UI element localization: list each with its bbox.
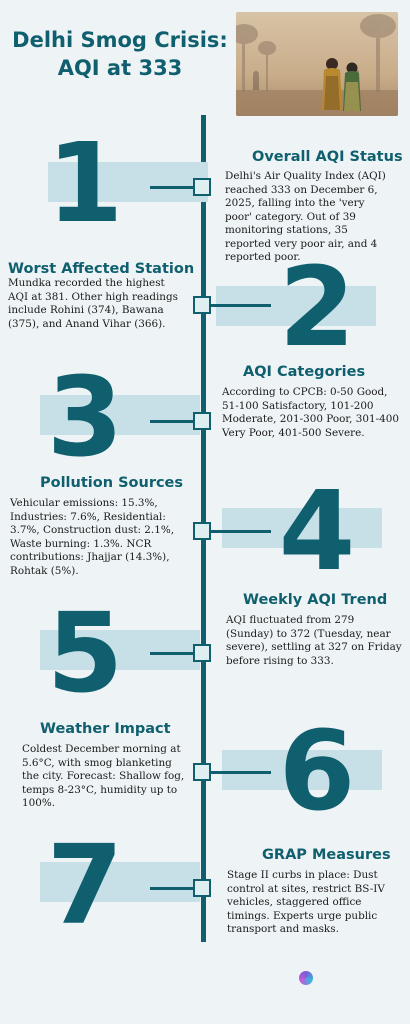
section-number-4: 4 (278, 467, 356, 595)
section-number-3: 3 (46, 353, 124, 481)
connector-1 (150, 186, 195, 189)
section-number-6: 6 (278, 707, 356, 835)
connector-2 (211, 304, 271, 307)
connector-3 (150, 420, 195, 423)
smog-photo-illustration (236, 12, 398, 116)
section-title-7: GRAP Measures (262, 847, 391, 863)
section-body-3: According to CPCB: 0-50 Good, 51-100 Sat… (222, 386, 399, 439)
smog-street-photo (236, 12, 398, 116)
section-title-4: Pollution Sources (40, 475, 184, 491)
timeline-node-1 (193, 178, 211, 196)
timeline-node-2 (193, 296, 211, 314)
section-title-6: Weather Impact (40, 721, 171, 737)
number-band-4 (222, 508, 382, 548)
section-body-6: Coldest December morning at 5.6°C, with … (22, 743, 185, 809)
section-title-3: AQI Categories (243, 364, 366, 380)
section-body-4: Vehicular emissions: 15.3%, Industries: … (10, 497, 174, 577)
section-title-2: Worst Affected Station (8, 261, 195, 277)
timeline-node-7 (193, 879, 211, 897)
section-number-2: 2 (278, 243, 356, 371)
connector-6 (211, 771, 271, 774)
section-body-2: Mundka recorded the highest AQI at 381. … (8, 277, 178, 330)
connector-7 (150, 887, 195, 890)
number-band-5 (40, 630, 200, 670)
timeline-node-3 (193, 412, 211, 430)
timeline-node-4 (193, 522, 211, 540)
connector-5 (150, 652, 195, 655)
section-number-1: 1 (46, 119, 124, 247)
section-number-5: 5 (46, 589, 124, 717)
connector-4 (211, 530, 271, 533)
section-number-7: 7 (46, 821, 124, 949)
timeline-node-6 (193, 763, 211, 781)
timeline-node-5 (193, 644, 211, 662)
logo-mark-icon (299, 971, 313, 985)
section-title-5: Weekly AQI Trend (243, 592, 388, 608)
page-title: Delhi Smog Crisis: AQI at 333 (12, 26, 228, 82)
brand-logo-icon (293, 971, 319, 999)
section-body-1: Delhi's Air Quality Index (AQI) reached … (225, 170, 386, 263)
number-band-6 (222, 750, 382, 790)
number-band-3 (40, 395, 200, 435)
title-line-1: Delhi Smog Crisis: (12, 28, 228, 52)
section-body-7: Stage II curbs in place: Dust control at… (227, 869, 385, 935)
number-band-1 (48, 162, 208, 202)
number-band-7 (40, 862, 200, 902)
section-body-5: AQI fluctuated from 279 (Sunday) to 372 … (226, 614, 402, 667)
section-title-1: Overall AQI Status (252, 149, 403, 165)
title-line-2: AQI at 333 (57, 56, 183, 80)
